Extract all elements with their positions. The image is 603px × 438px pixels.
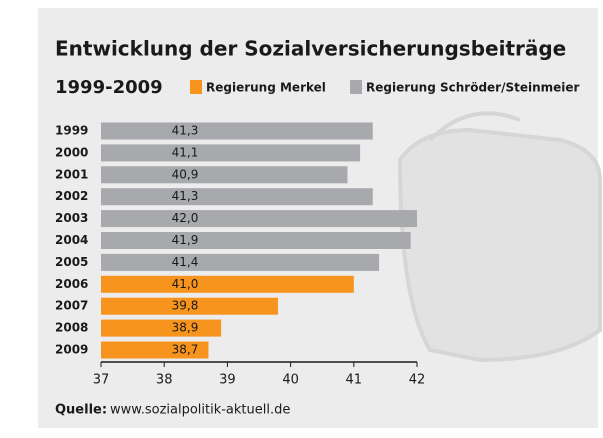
bar: [101, 210, 417, 227]
bar: [101, 188, 373, 205]
y-tick-label: 2005: [55, 255, 88, 269]
x-tick-label: 41: [346, 373, 363, 388]
value-label: 38,7: [172, 343, 199, 357]
purse-illustration: [400, 113, 600, 360]
legend-swatch: [190, 80, 202, 94]
y-tick-label: 2008: [55, 321, 88, 335]
bar: [101, 123, 373, 140]
bar: [101, 320, 221, 337]
y-tick-label: 2006: [55, 277, 88, 291]
page: {"chart_data": {"type": "bar", "orientat…: [0, 0, 603, 438]
legend-swatch: [350, 80, 362, 94]
chart-subtitle: 1999-2009: [55, 77, 163, 98]
value-label: 41,9: [172, 233, 199, 247]
source-label: Quelle:: [55, 403, 107, 418]
value-label: 38,9: [172, 321, 199, 335]
chart-title: Entwicklung der Sozialversicherungsbeitr…: [55, 37, 566, 61]
y-tick-label: 2001: [55, 167, 88, 181]
value-label: 41,0: [172, 277, 199, 291]
x-tick-label: 39: [219, 373, 236, 388]
y-tick-label: 2007: [55, 299, 88, 313]
x-tick-label: 37: [93, 373, 110, 388]
value-label: 41,3: [172, 124, 199, 138]
legend-label: Regierung Merkel: [206, 81, 326, 95]
value-label: 40,9: [172, 167, 199, 181]
y-tick-label: 2002: [55, 189, 88, 203]
bar: [101, 254, 379, 271]
x-tick-label: 38: [156, 373, 173, 388]
y-tick-label: 2003: [55, 211, 88, 225]
y-tick-label: 1999: [55, 124, 88, 138]
y-tick-label: 2004: [55, 233, 88, 247]
value-label: 41,4: [172, 255, 199, 269]
source: www.sozialpolitik-aktuell.de: [110, 403, 290, 418]
y-tick-label: 2009: [55, 343, 88, 357]
legend-label: Regierung Schröder/Steinmeier: [366, 81, 580, 95]
chart: Entwicklung der Sozialversicherungsbeitr…: [0, 0, 603, 434]
value-label: 41,3: [172, 189, 199, 203]
x-tick-label: 40: [282, 373, 299, 388]
bar: [101, 166, 347, 183]
y-tick-label: 2000: [55, 145, 88, 159]
bar: [101, 276, 354, 293]
value-label: 39,8: [172, 299, 199, 313]
bar: [101, 232, 411, 249]
bar: [101, 144, 360, 161]
value-label: 42,0: [172, 211, 199, 225]
value-label: 41,1: [172, 145, 199, 159]
x-tick-label: 42: [409, 373, 426, 388]
